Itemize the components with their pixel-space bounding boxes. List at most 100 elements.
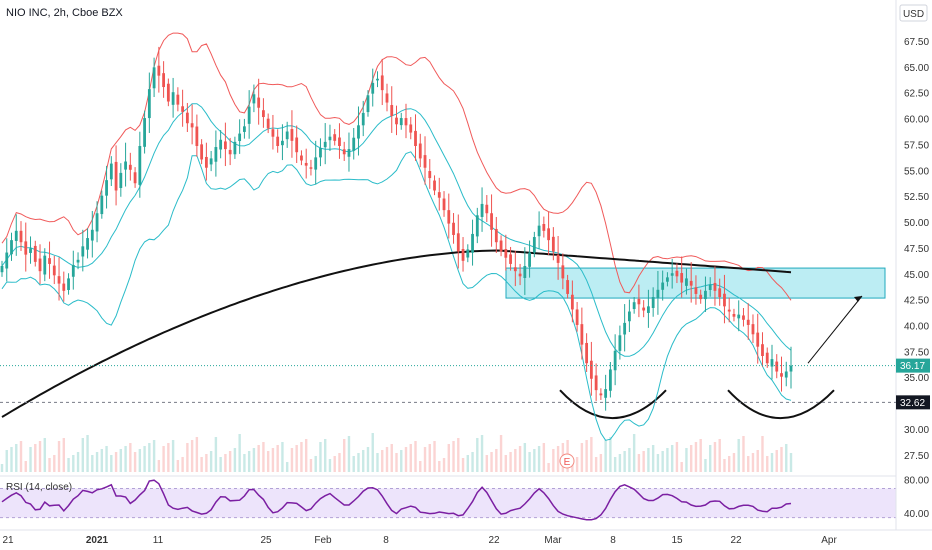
candle-body xyxy=(494,228,498,243)
candle xyxy=(200,139,204,165)
candle xyxy=(708,277,712,297)
volume-bar xyxy=(347,436,351,472)
y-tick-label: 60.00 xyxy=(904,115,929,126)
volume-bar xyxy=(523,443,527,472)
volume-bar xyxy=(533,449,536,472)
volume-bar xyxy=(747,456,750,472)
candle xyxy=(114,145,118,206)
candle-body xyxy=(357,125,360,139)
volume-bar xyxy=(433,441,436,472)
candle xyxy=(666,272,669,287)
candle-body xyxy=(409,124,413,133)
candle-body xyxy=(580,324,584,345)
volume-bar xyxy=(181,457,184,472)
candle xyxy=(342,141,346,161)
candle-body xyxy=(642,307,646,311)
candle-body xyxy=(575,309,579,325)
candle-body xyxy=(281,140,284,146)
candle xyxy=(623,304,627,352)
candle-body xyxy=(352,137,356,151)
rsi-label: RSI (14, close) xyxy=(6,482,72,493)
candle-body xyxy=(461,249,465,261)
candle-body xyxy=(304,162,308,166)
candle-body xyxy=(380,75,384,91)
candle-body xyxy=(618,335,622,351)
volume-bar xyxy=(224,454,227,472)
candle-body xyxy=(276,136,280,146)
candle xyxy=(585,333,589,372)
candle-body xyxy=(43,255,47,275)
candle xyxy=(95,201,99,243)
earnings-marker: E xyxy=(559,453,575,469)
candle-body xyxy=(81,246,85,257)
candle xyxy=(38,244,42,285)
candle xyxy=(718,278,722,306)
candle-body xyxy=(361,112,365,126)
candle xyxy=(281,124,284,161)
candle xyxy=(233,136,237,159)
candle-body xyxy=(761,344,764,356)
candle-body xyxy=(219,139,223,150)
candle-body xyxy=(109,163,113,180)
candle-body xyxy=(295,137,299,153)
candle-body xyxy=(181,106,185,112)
volume-bar xyxy=(24,461,27,472)
volume-bar xyxy=(81,438,85,472)
candle xyxy=(157,46,161,93)
volume-bar xyxy=(699,439,702,472)
volume-bar xyxy=(214,437,218,472)
candle xyxy=(637,284,641,318)
volume-bar xyxy=(324,439,327,472)
volume-bar xyxy=(19,441,23,472)
y-tick-label: 50.00 xyxy=(904,218,929,229)
x-tick-label: 8 xyxy=(610,535,616,546)
candle xyxy=(404,103,408,139)
volume-bar xyxy=(328,459,332,472)
candle xyxy=(523,247,527,295)
volume-bar xyxy=(423,447,427,472)
volume-bar xyxy=(143,446,146,472)
candle xyxy=(181,89,185,127)
candle xyxy=(727,297,731,323)
candle-body xyxy=(376,78,379,81)
candle-body xyxy=(699,294,703,300)
candle-body xyxy=(76,259,80,263)
rounded-bottom-right xyxy=(727,389,835,420)
candle xyxy=(71,250,75,290)
candle xyxy=(257,78,261,125)
candle-body xyxy=(200,144,204,160)
volume-bar xyxy=(689,445,693,472)
marked-price-tag xyxy=(896,395,930,410)
candle-body xyxy=(433,180,436,191)
currency-button[interactable]: USD xyxy=(899,4,928,22)
volume-bar xyxy=(309,459,313,472)
x-tick-label: 8 xyxy=(383,535,389,546)
candle xyxy=(409,117,413,140)
volume-bar xyxy=(205,454,208,472)
chart-title: NIO INC, 2h, Cboe BZX xyxy=(6,7,123,19)
candle-body xyxy=(589,360,593,379)
candle xyxy=(176,87,180,112)
rsi-tick-label: 40.00 xyxy=(904,509,929,520)
candle xyxy=(314,140,318,185)
candle-body xyxy=(528,252,531,267)
x-tick-label: Mar xyxy=(544,535,562,546)
volume-bar xyxy=(599,454,603,472)
candle-body xyxy=(599,393,603,396)
candle xyxy=(276,129,280,153)
candle-body xyxy=(300,155,303,161)
candle xyxy=(223,122,227,167)
x-tick-label: 22 xyxy=(488,535,500,546)
volume-bar xyxy=(789,453,793,472)
volume-bar xyxy=(442,458,446,472)
volume-bar xyxy=(613,457,617,472)
volume-bar xyxy=(366,447,370,472)
candle xyxy=(390,86,394,133)
candle-body xyxy=(214,147,218,162)
candle-body xyxy=(542,224,546,231)
candle xyxy=(509,246,512,271)
candle-body xyxy=(647,306,650,313)
candle xyxy=(147,72,151,133)
